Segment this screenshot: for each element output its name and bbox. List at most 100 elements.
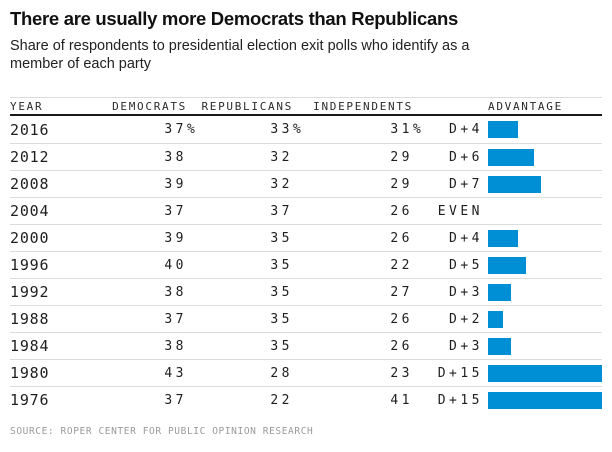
year-cell: 2008 <box>10 175 50 193</box>
independents-cell: 26 <box>390 203 413 219</box>
party-id-table: YEAR DEMOCRATS REPUBLICANS INDEPENDENTS … <box>10 97 602 413</box>
republicans-cell: 35 <box>270 338 293 354</box>
independents-cell: 26 <box>390 338 413 354</box>
advantage-bar <box>488 256 526 274</box>
republicans-cell: 35 <box>270 230 293 246</box>
advantage-bar <box>488 391 602 409</box>
republicans-cell: 22 <box>270 392 293 408</box>
advantage-label-cell: D+4 <box>449 230 483 246</box>
advantage-bar-cell <box>488 229 602 247</box>
democrats-cell: 38 <box>164 338 187 354</box>
republicans-cell: 28 <box>270 365 293 381</box>
independents-cell: 41 <box>390 392 413 408</box>
advantage-label-cell: D+3 <box>449 338 483 354</box>
democrats-cell: 37 <box>164 203 187 219</box>
col-header-year: YEAR <box>10 99 44 113</box>
year-cell: 2016 <box>10 120 50 139</box>
republicans-cell: 35 <box>270 284 293 300</box>
democrats-cell: 37 <box>164 311 187 327</box>
advantage-bar <box>488 283 511 301</box>
subtitle-line-2: member of each party <box>10 56 152 72</box>
independents-cell: 31% <box>390 122 425 137</box>
table-row: 1980 43 28 23 D+15 <box>10 359 602 386</box>
advantage-bar <box>488 148 534 166</box>
advantage-bar <box>488 175 541 193</box>
year-cell: 2000 <box>10 229 50 247</box>
table-row: 2000 39 35 26 D+4 <box>10 224 602 251</box>
democrats-cell: 39 <box>164 230 187 246</box>
independents-cell: 22 <box>390 257 413 273</box>
advantage-label-cell: D+15 <box>437 365 483 381</box>
republicans-cell: 32 <box>270 149 293 165</box>
advantage-bar-cell <box>488 310 602 328</box>
advantage-bar-cell <box>488 148 602 166</box>
year-cell: 1976 <box>10 391 50 409</box>
democrats-cell: 38 <box>164 284 187 300</box>
table-row: 1992 38 35 27 D+3 <box>10 278 602 305</box>
independents-cell: 27 <box>390 284 413 300</box>
advantage-label-cell: D+4 <box>449 122 483 137</box>
year-cell: 1984 <box>10 337 50 355</box>
advantage-label-cell: D+7 <box>449 176 483 192</box>
table-row: 2004 37 37 26 EVEN <box>10 197 602 224</box>
year-cell: 1996 <box>10 256 50 274</box>
advantage-bar <box>488 310 503 328</box>
table-row: 2008 39 32 29 D+7 <box>10 170 602 197</box>
col-header-advantage: ADVANTAGE <box>488 99 563 113</box>
democrats-cell: 37 <box>164 392 187 408</box>
subtitle-line-1: Share of respondents to presidential ele… <box>10 38 470 54</box>
year-cell: 2004 <box>10 202 50 220</box>
republicans-cell: 33% <box>270 122 305 137</box>
page-title: There are usually more Democrats than Re… <box>10 8 458 29</box>
col-header-republicans: REPUBLICANS <box>201 99 293 113</box>
col-header-democrats: DEMOCRATS <box>112 99 187 113</box>
source-note: SOURCE: ROPER CENTER FOR PUBLIC OPINION … <box>10 426 314 437</box>
table-row: 1996 40 35 22 D+5 <box>10 251 602 278</box>
advantage-bar <box>488 121 518 138</box>
advantage-label-cell: D+2 <box>449 311 483 327</box>
advantage-bar <box>488 337 511 355</box>
advantage-bar-cell <box>488 203 602 220</box>
advantage-bar-cell <box>488 121 602 138</box>
independents-cell: 26 <box>390 311 413 327</box>
table-row: 1984 38 35 26 D+3 <box>10 332 602 359</box>
advantage-bar <box>488 229 518 247</box>
year-cell: 1980 <box>10 364 50 382</box>
table-row: 2016 37% 33% 31% D+4 <box>10 116 602 143</box>
democrats-cell: 38 <box>164 149 187 165</box>
advantage-bar-cell <box>488 364 602 382</box>
table-body: 2016 37% 33% 31% D+4 2012 38 32 29 D+6 2… <box>10 116 602 413</box>
republicans-cell: 32 <box>270 176 293 192</box>
year-cell: 2012 <box>10 148 50 166</box>
independents-cell: 23 <box>390 365 413 381</box>
independents-cell: 26 <box>390 230 413 246</box>
advantage-bar-cell <box>488 337 602 355</box>
table-row: 1988 37 35 26 D+2 <box>10 305 602 332</box>
republicans-cell: 35 <box>270 311 293 327</box>
advantage-bar-cell <box>488 391 602 409</box>
table-header-row: YEAR DEMOCRATS REPUBLICANS INDEPENDENTS … <box>10 97 602 116</box>
advantage-bar <box>488 364 602 382</box>
advantage-bar-cell <box>488 256 602 274</box>
col-header-independents: INDEPENDENTS <box>313 99 413 113</box>
advantage-label-cell: D+3 <box>449 284 483 300</box>
advantage-label-cell: D+5 <box>449 257 483 273</box>
year-cell: 1988 <box>10 310 50 328</box>
republicans-cell: 37 <box>270 203 293 219</box>
advantage-label-cell: D+6 <box>449 149 483 165</box>
table-row: 2012 38 32 29 D+6 <box>10 143 602 170</box>
advantage-bar-cell <box>488 283 602 301</box>
republicans-cell: 35 <box>270 257 293 273</box>
year-cell: 1992 <box>10 283 50 301</box>
subtitle: Share of respondents to presidential ele… <box>10 37 602 73</box>
democrats-cell: 40 <box>164 257 187 273</box>
democrats-cell: 39 <box>164 176 187 192</box>
advantage-label-cell: EVEN <box>437 203 483 219</box>
advantage-label-cell: D+15 <box>437 392 483 408</box>
democrats-cell: 43 <box>164 365 187 381</box>
independents-cell: 29 <box>390 176 413 192</box>
independents-cell: 29 <box>390 149 413 165</box>
table-row: 1976 37 22 41 D+15 <box>10 386 602 413</box>
advantage-bar-cell <box>488 175 602 193</box>
